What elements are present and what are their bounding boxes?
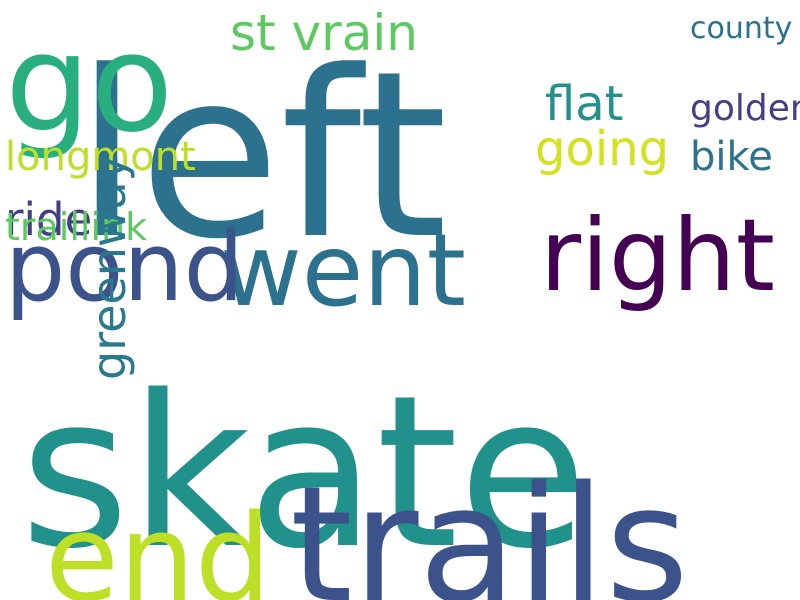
word-going: going <box>535 121 669 177</box>
word-left: left <box>75 23 448 290</box>
word-right: right <box>540 197 775 314</box>
word-flat: flat <box>545 76 623 132</box>
word-greenway: greenway <box>82 154 136 380</box>
word-county: county <box>690 11 792 46</box>
word-end: end <box>45 490 271 600</box>
word-golden: golden <box>690 88 800 129</box>
word-bike: bike <box>690 134 773 180</box>
word-trails: trails <box>290 451 689 600</box>
word-pond: pond <box>5 213 244 323</box>
word-longmont: longmont <box>5 134 196 180</box>
word-traillink: traillink <box>5 205 147 249</box>
word-skate: skate <box>20 350 588 595</box>
word-go: go <box>5 5 173 162</box>
word-went: went <box>220 212 466 329</box>
word-ride: ride <box>5 193 92 246</box>
word-st-vrain: st vrain <box>230 4 418 62</box>
